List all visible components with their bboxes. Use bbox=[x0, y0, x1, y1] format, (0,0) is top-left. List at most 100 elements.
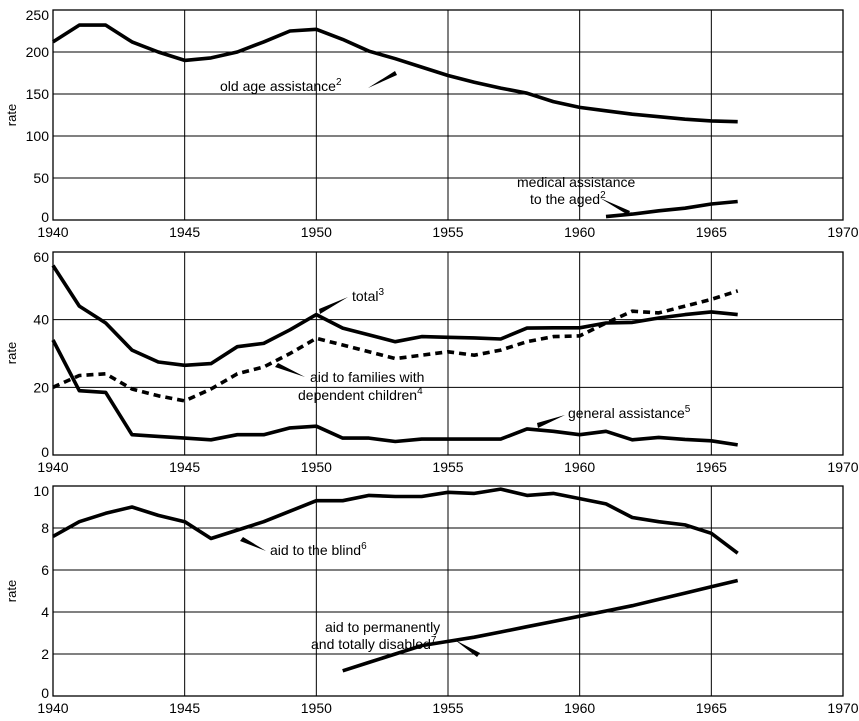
panel-2-grid bbox=[53, 252, 843, 455]
panel-3-y-tick-2: 2 bbox=[41, 646, 49, 662]
panel-3-y-ticks: 0 2 4 6 8 10 bbox=[33, 483, 49, 701]
label-medical-assistance-footnote: 2 bbox=[600, 190, 606, 201]
svg-text:dependent children4: dependent children4 bbox=[298, 386, 423, 403]
panel-1-x-tick-1945: 1945 bbox=[169, 224, 200, 240]
panel-1-x-tick-1950: 1950 bbox=[301, 224, 332, 240]
panel-3-x-ticks: 1940 1945 1950 1955 1960 1965 1970 bbox=[37, 700, 858, 716]
label-medical-assistance-line-1: medical assistance bbox=[517, 174, 635, 190]
panel-1-x-tick-1955: 1955 bbox=[432, 224, 463, 240]
panel-1-y-tick-100: 100 bbox=[26, 128, 50, 144]
series-aid-to-permanently-and-totally-disabled bbox=[342, 578, 739, 673]
label-aid-disabled: aid to permanently and totally disabled7 bbox=[311, 619, 480, 657]
panel-1-y-tick-0: 0 bbox=[41, 209, 49, 225]
panel-3-y-axis-label: rate bbox=[4, 580, 19, 602]
panel-1-x-tick-1960: 1960 bbox=[564, 224, 595, 240]
label-total: total3 bbox=[319, 287, 384, 314]
svg-text:old age assistance2: old age assistance2 bbox=[220, 77, 342, 94]
panel-3-x-tick-1970: 1970 bbox=[827, 700, 858, 716]
pointer-general-assistance bbox=[537, 415, 565, 428]
pointer-aid-to-the-blind bbox=[240, 537, 266, 551]
panel-3-x-tick-1960: 1960 bbox=[564, 700, 595, 716]
panel-3-grid bbox=[53, 486, 843, 696]
panel-2-x-tick-1960: 1960 bbox=[564, 459, 595, 475]
series-aid-to-families-with-dependent-children bbox=[52, 289, 739, 403]
panel-3-x-tick-1945: 1945 bbox=[169, 700, 200, 716]
svg-text:aid to families with: aid to families with bbox=[310, 369, 424, 385]
panel-3-x-tick-1950: 1950 bbox=[301, 700, 332, 716]
panel-2-x-tick-1950: 1950 bbox=[301, 459, 332, 475]
panel-3-frame bbox=[52, 485, 844, 697]
pointer-aid-disabled bbox=[455, 640, 480, 657]
pointer-total bbox=[319, 297, 348, 314]
panel-1-x-tick-1970: 1970 bbox=[827, 224, 858, 240]
panel-3-x-tick-1955: 1955 bbox=[432, 700, 463, 716]
panel-1-x-ticks: 1940 1945 1950 1955 1960 1965 1970 bbox=[37, 224, 858, 240]
label-afdc-line-1: aid to families with bbox=[310, 369, 424, 385]
panel-2-series bbox=[51, 264, 739, 447]
panel-3-y-tick-0: 0 bbox=[41, 685, 49, 701]
panel-1-y-tick-150: 150 bbox=[26, 86, 50, 102]
label-afdc-footnote: 4 bbox=[417, 386, 423, 397]
panel-1-y-axis-label: rate bbox=[4, 104, 19, 126]
panel-2-x-tick-1955: 1955 bbox=[432, 459, 463, 475]
panel-2-x-ticks: 1940 1945 1950 1955 1960 1965 1970 bbox=[37, 459, 858, 475]
svg-text:aid to permanently: aid to permanently bbox=[325, 619, 440, 635]
svg-text:medical assistance: medical assistance bbox=[517, 174, 635, 190]
panel-1-x-tick-1965: 1965 bbox=[696, 224, 727, 240]
label-aid-to-the-blind: aid to the blind6 bbox=[240, 537, 367, 558]
label-total-text: total bbox=[352, 288, 378, 304]
label-afdc: aid to families with dependent children4 bbox=[275, 363, 424, 403]
panel-3-x-tick-1965: 1965 bbox=[696, 700, 727, 716]
label-old-age-assistance-text: old age assistance bbox=[220, 78, 336, 94]
svg-text:aid to the blind6: aid to the blind6 bbox=[270, 541, 367, 558]
panel-3-y-tick-10: 10 bbox=[33, 483, 49, 499]
label-aid-disabled-line-2: and totally disabled bbox=[311, 636, 431, 652]
svg-text:total3: total3 bbox=[352, 287, 384, 304]
panel-2-y-tick-60: 60 bbox=[33, 249, 49, 265]
panel-2-y-tick-40: 40 bbox=[33, 312, 49, 328]
panel-1-frame bbox=[52, 9, 844, 221]
label-aid-disabled-line-1: aid to permanently bbox=[325, 619, 440, 635]
label-total-footnote: 3 bbox=[378, 287, 384, 298]
label-afdc-line-2: dependent children bbox=[298, 387, 417, 403]
svg-text:and totally disabled7: and totally disabled7 bbox=[311, 635, 437, 652]
panel-3-y-tick-4: 4 bbox=[41, 604, 49, 620]
panel-2-x-tick-1940: 1940 bbox=[37, 459, 68, 475]
series-general-assistance bbox=[51, 339, 738, 447]
label-old-age-assistance-footnote: 2 bbox=[336, 77, 342, 88]
series-medical-assistance-to-the-aged bbox=[605, 199, 738, 219]
panel-3-y-tick-6: 6 bbox=[41, 562, 49, 578]
panel-1-y-tick-250: 250 bbox=[26, 7, 50, 23]
series-old-age-assistance bbox=[52, 23, 738, 124]
label-aid-to-the-blind-text: aid to the blind bbox=[270, 542, 361, 558]
panel-old-age-assistance: 0 50 100 150 200 250 1940 1945 1950 1955 1960 1965… bbox=[4, 7, 859, 240]
label-aid-disabled-footnote: 7 bbox=[431, 635, 437, 646]
panel-total-assistance: 0 20 40 60 1940 1945 1950 1955 1960 1965 1970 rat… bbox=[4, 249, 859, 475]
panel-2-x-tick-1945: 1945 bbox=[169, 459, 200, 475]
panel-1-grid bbox=[53, 10, 843, 220]
panel-1-x-tick-1940: 1940 bbox=[37, 224, 68, 240]
panel-aid-blind-disabled: 0 2 4 6 8 10 1940 1945 1950 1955 1960 1965 1970 rat… bbox=[4, 483, 859, 716]
panel-2-y-tick-20: 20 bbox=[33, 379, 49, 395]
panel-1-y-tick-50: 50 bbox=[33, 170, 49, 186]
panel-2-y-tick-0: 0 bbox=[41, 444, 49, 460]
label-aid-to-the-blind-footnote: 6 bbox=[361, 541, 367, 552]
panel-3-y-tick-8: 8 bbox=[41, 520, 49, 536]
label-medical-assistance-line-2: to the aged bbox=[530, 191, 600, 207]
panel-2-y-ticks: 0 20 40 60 bbox=[33, 249, 49, 460]
label-medical-assistance: medical assistance to the aged2 bbox=[517, 174, 635, 215]
pointer-afdc bbox=[275, 363, 305, 377]
series-total bbox=[51, 264, 738, 368]
svg-text:general assistance5: general assistance5 bbox=[568, 404, 691, 421]
pointer-medical-assistance bbox=[600, 198, 630, 215]
series-aid-to-the-blind bbox=[52, 487, 739, 555]
label-general-assistance: general assistance5 bbox=[537, 404, 691, 428]
panel-2-y-axis-label: rate bbox=[4, 342, 19, 364]
panel-2-x-tick-1965: 1965 bbox=[696, 459, 727, 475]
pointer-old-age-assistance bbox=[368, 71, 397, 88]
label-general-assistance-text: general assistance bbox=[568, 405, 685, 421]
panel-2-x-tick-1970: 1970 bbox=[827, 459, 858, 475]
panel-1-y-ticks: 0 50 100 150 200 250 bbox=[26, 7, 50, 225]
panel-2-frame bbox=[52, 251, 844, 456]
